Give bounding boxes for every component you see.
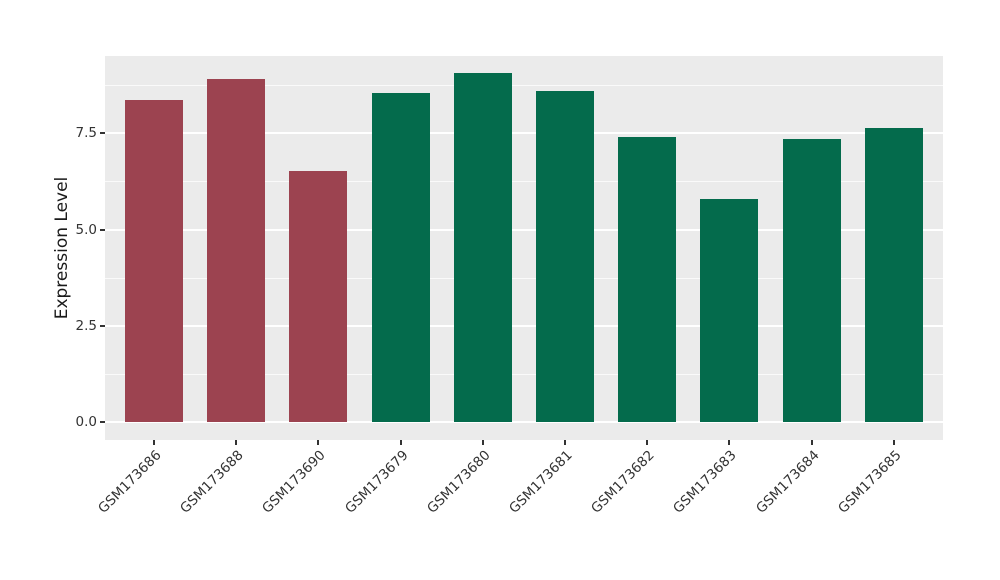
bar-GSM173688	[207, 78, 266, 422]
x-tick-mark	[317, 440, 320, 445]
y-tick-label: 7.5	[75, 125, 97, 142]
x-tick-mark	[728, 440, 731, 445]
plot-panel	[105, 56, 943, 440]
x-tick-mark	[481, 440, 484, 445]
gridline-minor	[105, 181, 943, 183]
x-tick-mark	[892, 440, 895, 445]
bar-GSM173682	[618, 137, 677, 422]
x-tick-mark	[810, 440, 813, 445]
y-tick-mark	[100, 324, 105, 327]
bar-GSM173681	[536, 90, 594, 422]
bar-GSM173685	[864, 127, 923, 422]
gridline-minor	[105, 277, 943, 279]
gridline-major	[105, 228, 943, 231]
x-tick-mark	[646, 440, 649, 445]
x-tick-mark	[564, 440, 566, 445]
bar-GSM173683	[700, 199, 759, 422]
y-axis-title: Expression Level	[52, 176, 72, 320]
bar-GSM173679	[371, 93, 430, 422]
y-tick-mark	[100, 132, 105, 135]
gridline-minor	[105, 85, 943, 87]
gridline-major	[105, 324, 943, 327]
bar-GSM173684	[782, 139, 841, 422]
gridline-major	[105, 421, 943, 423]
y-tick-mark	[100, 228, 105, 231]
y-tick-label: 5.0	[75, 221, 97, 238]
x-tick-mark	[399, 440, 402, 445]
x-tick-mark	[153, 440, 155, 445]
bar-GSM173686	[125, 99, 183, 422]
bar-GSM173690	[289, 171, 348, 422]
y-tick-label: 2.5	[75, 317, 97, 334]
x-tick-mark	[235, 440, 238, 445]
gridline-minor	[105, 373, 943, 375]
y-tick-label: 0.0	[75, 414, 97, 430]
gridline-major	[105, 132, 943, 135]
y-tick-mark	[100, 421, 105, 423]
bar-GSM173680	[453, 73, 512, 422]
